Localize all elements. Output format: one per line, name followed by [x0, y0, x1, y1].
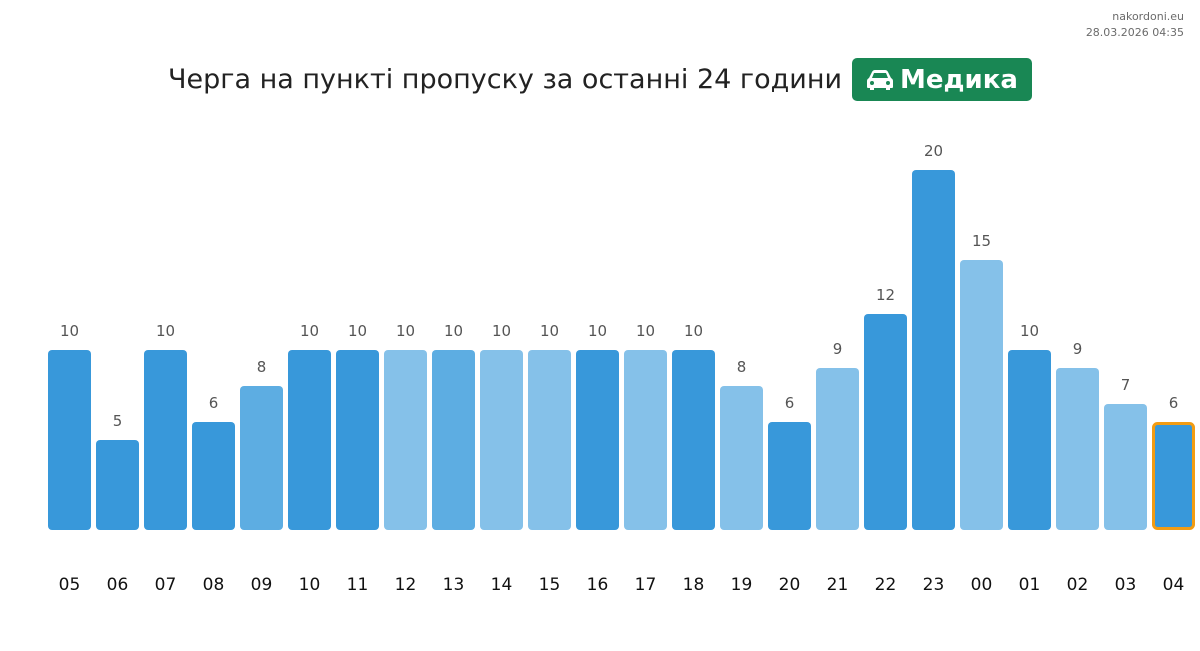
bar-value-label: 8 [737, 358, 747, 376]
bar-22[interactable] [864, 314, 907, 530]
bar-value-label: 8 [257, 358, 267, 376]
bar-value-label: 6 [209, 394, 219, 412]
watermark-timestamp: 28.03.2026 04:35 [1085, 26, 1184, 39]
bar-value-label: 10 [636, 322, 655, 340]
x-tick-label: 21 [827, 575, 849, 595]
x-tick-label: 11 [347, 575, 369, 595]
bar-value-label: 10 [588, 322, 607, 340]
x-tick-label: 07 [155, 575, 177, 595]
x-tick-label: 06 [107, 575, 129, 595]
x-tick-label: 12 [395, 575, 417, 595]
bar-value-label: 5 [113, 412, 123, 430]
bar-value-label: 10 [348, 322, 367, 340]
bar-value-label: 10 [60, 322, 79, 340]
x-tick-label: 00 [971, 575, 993, 595]
x-tick-label: 16 [587, 575, 609, 595]
x-tick-label: 14 [491, 575, 513, 595]
bar-value-label: 10 [444, 322, 463, 340]
bar-04[interactable] [1152, 422, 1195, 530]
x-tick-label: 23 [923, 575, 945, 595]
bar-value-label: 9 [1073, 340, 1083, 358]
bar-09[interactable] [240, 386, 283, 530]
bar-20[interactable] [768, 422, 811, 530]
bar-03[interactable] [1104, 404, 1147, 530]
badge-label: Медика [900, 64, 1018, 95]
x-tick-label: 04 [1163, 575, 1185, 595]
bar-value-label: 10 [1020, 322, 1039, 340]
bar-17[interactable] [624, 350, 667, 530]
x-tick-label: 22 [875, 575, 897, 595]
bar-value-label: 10 [300, 322, 319, 340]
x-tick-label: 03 [1115, 575, 1137, 595]
car-icon [867, 69, 894, 90]
bar-11[interactable] [336, 350, 379, 530]
bar-13[interactable] [432, 350, 475, 530]
bar-12[interactable] [384, 350, 427, 530]
x-tick-label: 19 [731, 575, 753, 595]
watermark: nakordoni.eu 28.03.2026 04:35 [1086, 9, 1184, 41]
x-tick-label: 13 [443, 575, 465, 595]
bar-02[interactable] [1056, 368, 1099, 530]
checkpoint-badge: Медика [852, 58, 1032, 101]
bar-08[interactable] [192, 422, 235, 530]
bar-value-label: 15 [972, 232, 991, 250]
bar-10[interactable] [288, 350, 331, 530]
x-tick-label: 18 [683, 575, 705, 595]
bar-01[interactable] [1008, 350, 1051, 530]
bar-value-label: 12 [876, 286, 895, 304]
bar-value-label: 7 [1121, 376, 1131, 394]
x-tick-label: 01 [1019, 575, 1041, 595]
bar-14[interactable] [480, 350, 523, 530]
bar-value-label: 20 [924, 142, 943, 160]
bar-16[interactable] [576, 350, 619, 530]
bar-05[interactable] [48, 350, 91, 530]
bar-value-label: 6 [1169, 394, 1179, 412]
bar-23[interactable] [912, 170, 955, 530]
bar-value-label: 10 [540, 322, 559, 340]
x-tick-label: 15 [539, 575, 561, 595]
bar-value-label: 6 [785, 394, 795, 412]
x-tick-label: 17 [635, 575, 657, 595]
bar-18[interactable] [672, 350, 715, 530]
x-tick-label: 02 [1067, 575, 1089, 595]
bar-00[interactable] [960, 260, 1003, 530]
bar-15[interactable] [528, 350, 571, 530]
bar-value-label: 10 [684, 322, 703, 340]
x-tick-label: 09 [251, 575, 273, 595]
x-tick-label: 20 [779, 575, 801, 595]
x-tick-label: 08 [203, 575, 225, 595]
x-tick-label: 05 [59, 575, 81, 595]
bar-19[interactable] [720, 386, 763, 530]
x-tick-label: 10 [299, 575, 321, 595]
bar-value-label: 10 [396, 322, 415, 340]
bar-06[interactable] [96, 440, 139, 530]
chart-header: Черга на пункті пропуску за останні 24 г… [0, 58, 1200, 101]
chart-title: Черга на пункті пропуску за останні 24 г… [168, 64, 843, 95]
bar-07[interactable] [144, 350, 187, 530]
bar-value-label: 9 [833, 340, 843, 358]
bar-21[interactable] [816, 368, 859, 530]
watermark-site: nakordoni.eu [1112, 10, 1184, 23]
bar-value-label: 10 [492, 322, 511, 340]
bar-value-label: 10 [156, 322, 175, 340]
